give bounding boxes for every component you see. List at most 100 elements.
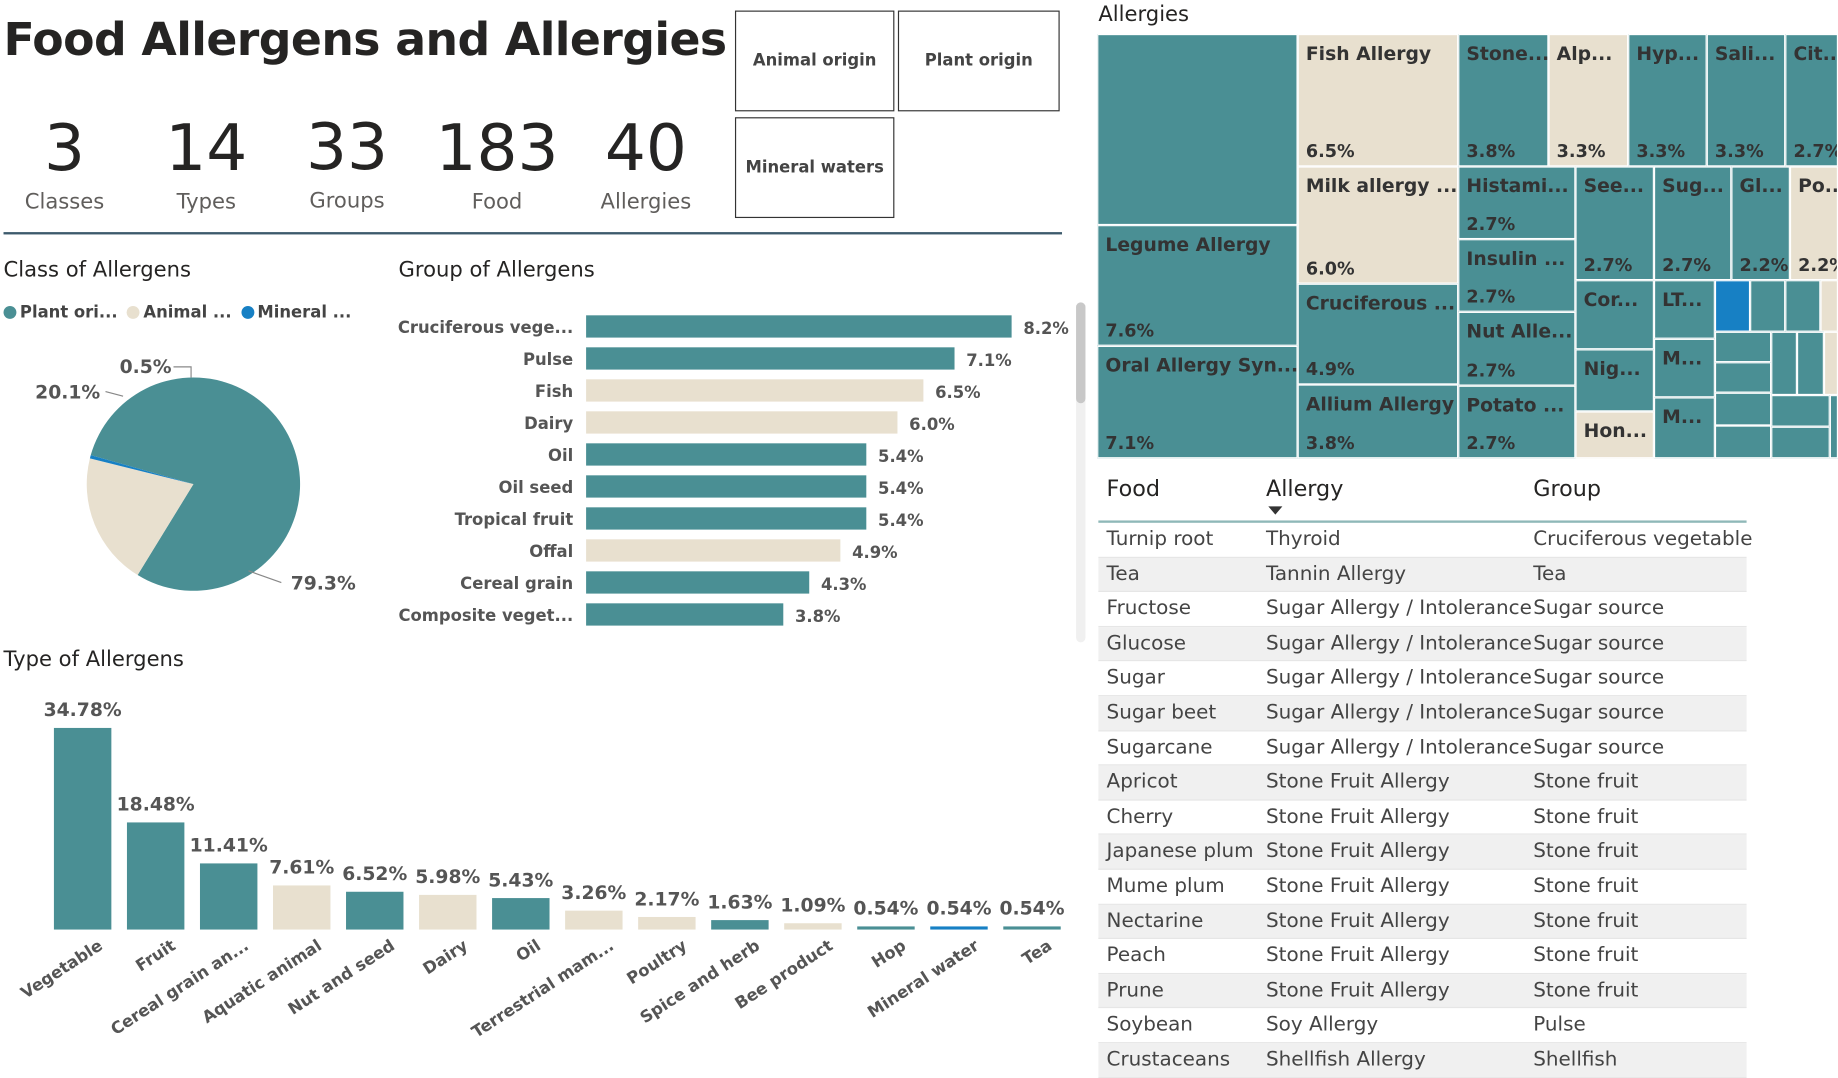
cell-allergy: Sugar Allergy / Intolerance	[1265, 631, 1532, 656]
treemap-cell[interactable]: Insulin ... 2.7%	[1458, 239, 1576, 312]
type-bar[interactable]	[930, 926, 988, 930]
treemap-cell[interactable]	[1714, 362, 1772, 393]
table-row[interactable]: Soybean Soy Allergy Pulse	[1098, 1008, 1747, 1044]
group-chart-scrollbar[interactable]	[1076, 302, 1086, 643]
pie-slice[interactable]	[86, 458, 194, 576]
treemap-cell[interactable]: Po... 2.2%	[1789, 166, 1838, 281]
column-header-food[interactable]: Food	[1106, 475, 1160, 502]
treemap-cell[interactable]: See... 2.7%	[1575, 166, 1654, 281]
group-bar[interactable]	[586, 411, 898, 434]
treemap-cell[interactable]	[1714, 425, 1772, 459]
treemap-cell[interactable]: M...	[1653, 397, 1715, 459]
table-row[interactable]: Prune Stone Fruit Allergy Stone fruit	[1098, 973, 1747, 1009]
type-bar[interactable]	[126, 822, 185, 930]
group-bar[interactable]	[586, 475, 867, 498]
table-row[interactable]: Nectarine Stone Fruit Allergy Stone fruit	[1098, 904, 1747, 940]
legend-item-mineral[interactable]: Mineral ...	[240, 304, 351, 322]
treemap-cell[interactable]	[1829, 395, 1838, 459]
slicer-plant-origin[interactable]: Plant origin	[897, 10, 1060, 112]
type-bar[interactable]	[53, 727, 112, 930]
treemap-cell[interactable]: Milk allergy ... 6.0%	[1297, 166, 1459, 284]
treemap-cell[interactable]	[1771, 426, 1830, 459]
sort-desc-icon[interactable]	[1268, 506, 1283, 515]
type-bar[interactable]	[565, 910, 623, 930]
bar-data-label: 5.4%	[878, 511, 924, 530]
type-bar[interactable]	[784, 923, 842, 930]
group-bar[interactable]	[586, 347, 955, 370]
treemap-cell[interactable]: Sug... 2.7%	[1653, 166, 1732, 281]
scrollbar-thumb[interactable]	[1076, 302, 1086, 404]
group-bar[interactable]	[586, 443, 867, 466]
treemap-cell[interactable]: Cor...	[1575, 280, 1654, 350]
group-bar[interactable]	[586, 539, 841, 562]
treemap-cell[interactable]: Nut Alle... 2.7%	[1458, 311, 1576, 386]
type-bar[interactable]	[638, 916, 696, 930]
type-bar[interactable]	[492, 898, 550, 930]
slicer-animal-origin[interactable]: Animal origin	[734, 10, 895, 112]
table-row[interactable]: Apricot Stone Fruit Allergy Stone fruit	[1098, 765, 1747, 801]
type-bar[interactable]	[199, 863, 258, 930]
treemap-cell[interactable]: Nig...	[1575, 349, 1654, 412]
treemap-cell[interactable]	[1796, 331, 1824, 396]
table-row[interactable]: Tea Tannin Allergy Tea	[1098, 557, 1747, 593]
table-row[interactable]: Peach Stone Fruit Allergy Stone fruit	[1098, 939, 1747, 974]
treemap-cell[interactable]: Histami... 2.7%	[1458, 166, 1576, 240]
legend-item-animal[interactable]: Animal ...	[126, 304, 232, 322]
treemap-cell[interactable]	[1823, 331, 1838, 396]
table-row[interactable]: Glucose Sugar Allergy / Intolerance Sugar …	[1098, 626, 1747, 662]
kpi-allergies: 40 Allergies	[570, 113, 722, 215]
type-bar[interactable]	[857, 926, 915, 930]
table-row[interactable]: Fructose Sugar Allergy / Intolerance Sugar…	[1098, 592, 1747, 627]
group-bar[interactable]	[586, 571, 810, 594]
type-bar[interactable]	[346, 891, 404, 930]
treemap-cell[interactable]	[1785, 280, 1821, 332]
treemap-cell[interactable]: Fish Allergy 6.5%	[1297, 33, 1459, 167]
treemap-cell[interactable]: Legume Allergy 7.6%	[1097, 225, 1298, 346]
treemap-cell[interactable]	[1714, 392, 1772, 426]
table-row[interactable]: Japanese plum Stone Fruit Allergy Stone fr…	[1098, 835, 1747, 870]
treemap-cell[interactable]: Oral Allergy Syn... 7.1%	[1097, 345, 1298, 459]
pie-slice[interactable]	[89, 455, 194, 485]
table-row[interactable]: Mume plum Stone Fruit Allergy Stone fruit	[1098, 870, 1747, 905]
column-header-allergy[interactable]: Allergy	[1265, 475, 1344, 502]
legend-item-plant[interactable]: Plant ori...	[3, 304, 118, 322]
treemap-label: Insulin ...	[1466, 247, 1566, 270]
table-row[interactable]: Cherry Stone Fruit Allergy Stone fruit	[1098, 800, 1747, 836]
cell-food: Sugar beet	[1106, 700, 1217, 725]
treemap-cell[interactable]: Potato ... 2.7%	[1458, 385, 1576, 459]
pie-slice[interactable]	[90, 377, 301, 591]
table-row[interactable]: Sugarcane Sugar Allergy / Intolerance Suga…	[1098, 731, 1747, 766]
treemap-cell[interactable]	[1750, 280, 1786, 332]
group-bar[interactable]	[586, 379, 924, 402]
treemap-cell[interactable]: LT...	[1653, 280, 1715, 339]
treemap-cell[interactable]	[1820, 280, 1838, 332]
treemap-cell[interactable]	[1771, 395, 1830, 427]
treemap-cell[interactable]: Cruciferous ... 4.9%	[1297, 283, 1459, 385]
group-bar[interactable]	[586, 507, 867, 530]
table-row[interactable]: Crustaceans Shellfish Allergy Shellfish	[1098, 1043, 1747, 1078]
treemap-cell[interactable]	[1097, 33, 1298, 226]
table-row[interactable]: Sugar Sugar Allergy / Intolerance Sugar so…	[1098, 662, 1747, 697]
treemap-cell[interactable]	[1714, 280, 1751, 332]
column-header-group[interactable]: Group	[1533, 475, 1602, 502]
treemap-cell[interactable]: M...	[1653, 338, 1715, 398]
treemap-cell[interactable]: Sali... 3.3%	[1706, 33, 1786, 167]
treemap-cell[interactable]: Cit... 2.7%	[1785, 33, 1838, 167]
group-bar[interactable]	[586, 315, 1012, 338]
type-bar[interactable]	[1003, 926, 1061, 930]
table-row[interactable]: Sugar beet Sugar Allergy / Intolerance Sug…	[1098, 696, 1747, 731]
treemap-cell[interactable]: Allium Allergy 3.8%	[1297, 384, 1459, 459]
slicer-mineral-waters[interactable]: Mineral waters	[734, 117, 895, 219]
treemap-cell[interactable]	[1771, 331, 1797, 396]
treemap-cell[interactable]: Gl... 2.2%	[1731, 166, 1790, 281]
group-bar[interactable]	[586, 603, 784, 626]
type-bar[interactable]	[711, 920, 769, 930]
treemap-cell[interactable]: Hon...	[1575, 411, 1654, 459]
treemap-cell[interactable]: Alp... 3.3%	[1548, 33, 1629, 167]
type-bar[interactable]	[419, 894, 477, 930]
table-row[interactable]: Turnip root Thyroid Cruciferous vegetable	[1098, 523, 1752, 558]
treemap-cell[interactable]: Stone... 3.8%	[1458, 33, 1549, 167]
type-bar[interactable]	[273, 885, 331, 930]
treemap-cell[interactable]	[1714, 331, 1772, 363]
treemap-cell[interactable]: Hyp... 3.3%	[1628, 33, 1707, 167]
